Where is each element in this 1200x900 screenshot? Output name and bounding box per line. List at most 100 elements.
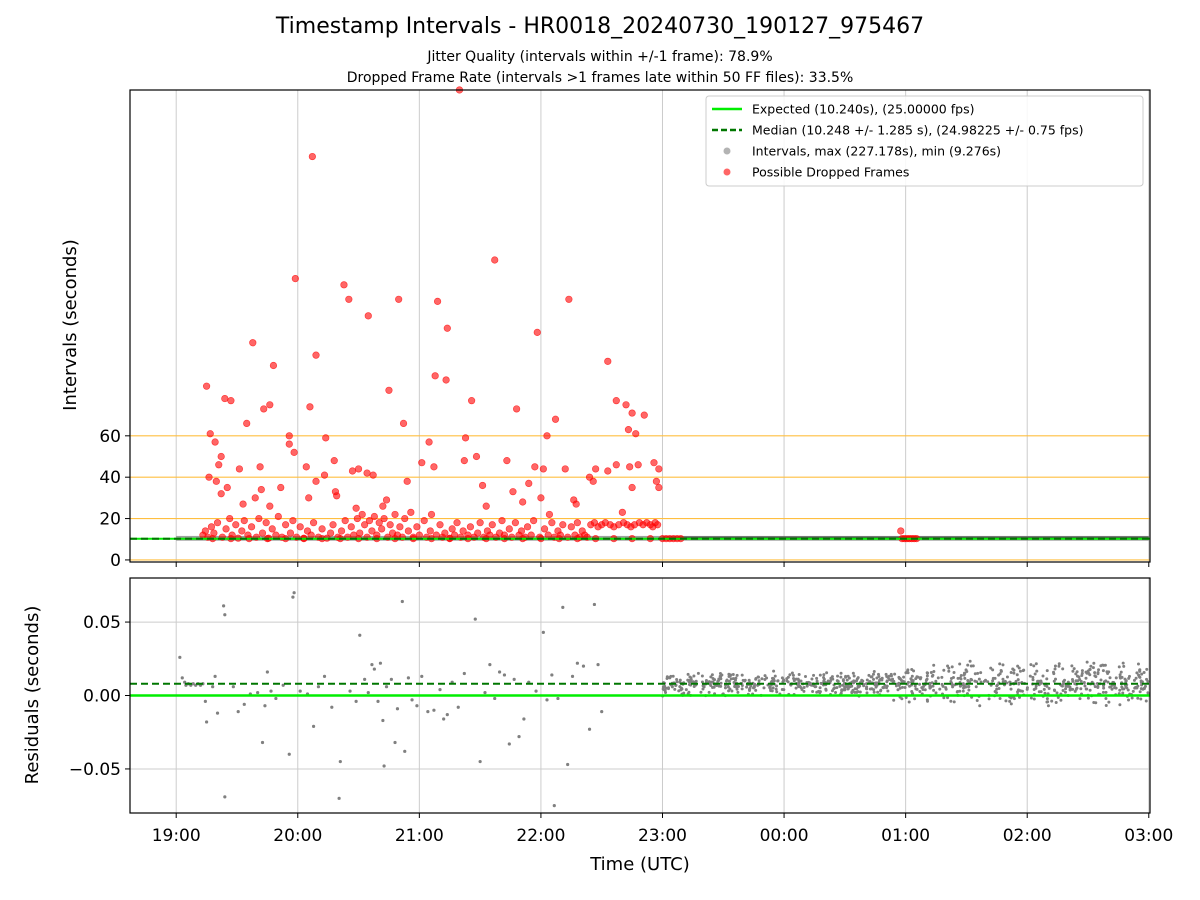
residual-band-point-672 — [991, 679, 995, 683]
residual-band-point-342 — [872, 688, 876, 692]
residual-band-point-177 — [791, 673, 795, 677]
dropped-frame-point-66 — [634, 461, 642, 469]
residual-band-point-42 — [810, 677, 814, 681]
x-tick-label-6: 01:00 — [881, 826, 930, 846]
residual-band-point-199 — [689, 676, 693, 680]
residual-band-point-294 — [813, 685, 817, 689]
dropped-frame-point-82 — [403, 477, 411, 485]
residual-band-point-504 — [913, 697, 917, 701]
residual-band-point-2 — [700, 674, 704, 678]
dropped-frame-point-35 — [322, 434, 330, 442]
residual-band-point-327 — [716, 679, 720, 683]
dropped-frame-point-200 — [505, 525, 513, 533]
dropped-frame-point-182 — [448, 525, 456, 533]
residual-band-point-353 — [726, 685, 730, 689]
dropped-frame-point-11 — [533, 328, 541, 336]
residual-point-63 — [432, 708, 436, 712]
residual-band-point-865 — [1054, 701, 1058, 705]
residual-point-43 — [358, 633, 362, 637]
residual-band-point-247 — [872, 690, 876, 694]
residual-band-point-837 — [1117, 665, 1121, 669]
residual-band-point-134 — [675, 680, 679, 684]
residual-band-point-498 — [923, 688, 927, 692]
dropped-frame-point-17 — [442, 376, 450, 384]
dropped-frame-point-46 — [285, 440, 293, 448]
residual-band-point-221 — [839, 675, 843, 679]
residual-band-point-363 — [689, 680, 693, 684]
residual-band-point-789 — [991, 668, 995, 672]
residual-band-point-397 — [661, 685, 665, 689]
residual-band-point-215 — [856, 685, 860, 689]
residual-band-point-425 — [709, 683, 713, 687]
dropped-frame-point-163 — [386, 521, 394, 529]
dropped-frame-point-49 — [330, 457, 338, 465]
residual-band-point-736 — [1096, 672, 1100, 676]
residual-band-point-70 — [865, 691, 869, 695]
residual-band-point-709 — [1052, 670, 1056, 674]
residual-band-point-240 — [776, 679, 780, 683]
dropped-frame-point-7 — [565, 295, 573, 303]
residual-point-13 — [211, 685, 215, 689]
jitter-quality-subtitle: Jitter Quality (intervals within +/-1 fr… — [427, 49, 773, 65]
residual-point-23 — [256, 690, 260, 695]
residual-band-point-642 — [949, 699, 953, 703]
residual-band-point-205 — [867, 673, 871, 677]
residual-band-point-841 — [1108, 685, 1112, 689]
residual-band-point-817 — [1123, 677, 1127, 681]
x-tick-label-0: 19:00 — [152, 826, 201, 846]
residual-band-point-287 — [727, 689, 731, 693]
dropped-frame-point-191 — [476, 519, 484, 527]
residual-band-point-463 — [925, 674, 929, 678]
residual-band-point-622 — [1009, 671, 1013, 675]
dropped-frame-point-102 — [545, 510, 554, 519]
residual-band-point-710 — [1064, 687, 1068, 691]
residual-point-39 — [337, 796, 341, 800]
residual-point-77 — [507, 742, 511, 746]
dropped-frame-point-124 — [262, 519, 270, 527]
dropped-frame-point-173 — [415, 531, 423, 539]
residual-band-point-556 — [1029, 696, 1033, 700]
dropped-frame-point-16 — [431, 372, 439, 380]
dropped-frame-point-21 — [513, 405, 521, 413]
dropped-frame-point-47 — [290, 448, 298, 456]
residual-band-point-100 — [885, 680, 889, 684]
residual-band-point-792 — [986, 680, 990, 684]
residual-band-point-84 — [735, 673, 739, 677]
chart-title: Timestamp Intervals - HR0018_20240730_19… — [275, 14, 925, 39]
dropped-frame-point-42 — [632, 430, 640, 438]
residual-band-point-571 — [1136, 696, 1140, 700]
residual-band-point-352 — [797, 673, 801, 677]
residual-point-19 — [231, 685, 235, 689]
residual-band-point-335 — [780, 676, 784, 680]
residual-band-point-341 — [856, 676, 860, 680]
residual-band-point-181 — [757, 675, 761, 679]
residual-band-point-196 — [700, 680, 704, 684]
residual-point-1 — [180, 676, 184, 680]
residual-band-point-809 — [1001, 677, 1005, 681]
residual-band-point-894 — [998, 672, 1002, 676]
dropped-frame-point-71 — [205, 473, 213, 481]
residual-band-point-533 — [1146, 680, 1150, 684]
residual-band-point-611 — [1056, 696, 1060, 700]
residual-band-point-477 — [904, 671, 908, 675]
dropped-frame-point-142 — [326, 529, 335, 537]
dropped-frame-point-198 — [498, 517, 506, 525]
residual-band-point-863 — [1092, 661, 1096, 665]
residual-band-point-828 — [1022, 668, 1026, 672]
residual-point-37 — [322, 674, 327, 679]
residual-band-point-551 — [963, 676, 967, 680]
residual-band-point-682 — [1118, 673, 1122, 677]
residual-band-point-779 — [968, 659, 972, 663]
residual-point-25 — [263, 704, 267, 708]
dropped-frame-point-94 — [305, 494, 313, 502]
dropped-frame-point-44 — [217, 452, 225, 461]
residual-band-point-86 — [852, 674, 856, 678]
residual-band-point-407 — [873, 683, 877, 687]
residual-band-point-197 — [772, 669, 776, 673]
residual-band-point-878 — [1084, 676, 1088, 680]
residual-band-point-552 — [1009, 702, 1013, 706]
dropped-frame-point-34 — [285, 432, 293, 440]
residual-band-point-808 — [1142, 670, 1146, 674]
residual-band-point-332 — [709, 675, 713, 679]
residual-band-point-56 — [711, 677, 715, 681]
